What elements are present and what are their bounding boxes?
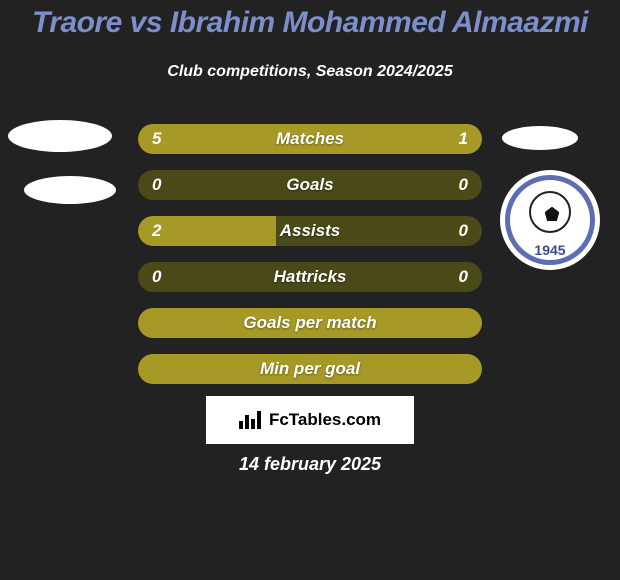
stat-row: Goals per match	[138, 308, 482, 338]
stat-label: Matches	[138, 124, 482, 154]
stat-value-right: 0	[459, 262, 468, 292]
stat-value-right: 0	[459, 216, 468, 246]
stat-value-left: 0	[152, 262, 161, 292]
stat-label: Min per goal	[138, 354, 482, 384]
stat-label: Goals	[138, 170, 482, 200]
stat-value-left: 2	[152, 216, 161, 246]
stat-row: Goals0 0	[138, 170, 482, 200]
stat-label: Goals per match	[138, 308, 482, 338]
club-left-logo-1	[8, 120, 112, 152]
club-right-crest: 1945	[500, 170, 600, 270]
stat-row: Assists2 0	[138, 216, 482, 246]
stat-row: Matches5 1	[138, 124, 482, 154]
stats-bars: Matches51Goals00Assists20Hattricks00Goal…	[138, 124, 482, 384]
club-right-logo-1	[502, 126, 578, 150]
crest-year: 1945	[500, 242, 600, 258]
chart-icon	[239, 411, 263, 429]
watermark: FcTables.com	[206, 396, 414, 444]
comparison-card: Traore vs Ibrahim Mohammed Almaazmi Club…	[0, 0, 620, 580]
stat-label: Assists	[138, 216, 482, 246]
watermark-text: FcTables.com	[269, 410, 381, 430]
crest-ball-icon	[529, 191, 571, 233]
stat-value-left: 5	[152, 124, 161, 154]
date: 14 february 2025	[0, 454, 620, 475]
stat-row: Hattricks0 0	[138, 262, 482, 292]
stat-row: Min per goal	[138, 354, 482, 384]
club-left-logo-2	[24, 176, 116, 204]
stat-value-right: 1	[459, 124, 468, 154]
stat-label: Hattricks	[138, 262, 482, 292]
page-title: Traore vs Ibrahim Mohammed Almaazmi	[0, 6, 620, 39]
stat-value-left: 0	[152, 170, 161, 200]
subtitle: Club competitions, Season 2024/2025	[0, 63, 620, 81]
stat-value-right: 0	[459, 170, 468, 200]
